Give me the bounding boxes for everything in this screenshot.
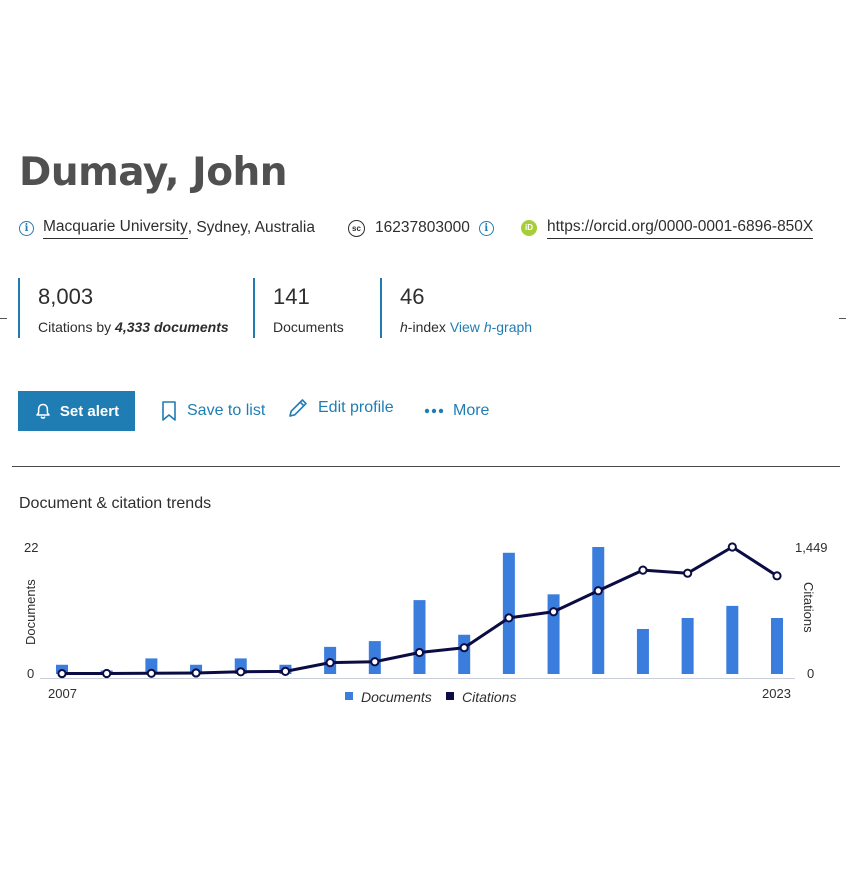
orcid-icon: iD xyxy=(521,220,537,236)
legend-citations-label: Citations xyxy=(462,689,516,705)
y-left-axis-label: Documents xyxy=(23,579,38,645)
documents-bar-2016[interactable] xyxy=(458,634,471,674)
citations-point-2020[interactable] xyxy=(638,565,648,575)
citations-point-2012[interactable] xyxy=(280,666,291,676)
save-to-list-label: Save to list xyxy=(187,402,266,419)
citations-point-2014[interactable] xyxy=(370,657,380,667)
trends-chart-svg: 22 0 1,449 0 Documents Citations 2007 20… xyxy=(23,540,828,705)
info-icon[interactable]: i xyxy=(19,220,34,236)
bookmark-icon xyxy=(162,401,176,421)
documents-bar-2023[interactable] xyxy=(771,618,783,674)
view-h-graph-link[interactable]: View h-graph xyxy=(449,319,533,335)
metrics-row: 8,003 Citations by 4,333 documents 141 D… xyxy=(0,278,846,340)
trends-chart: 22 0 1,449 0 Documents Citations 2007 20… xyxy=(0,530,846,720)
citations-point-2022[interactable] xyxy=(727,542,737,552)
h-index-metric: 46 h-index View h-graph xyxy=(380,278,532,338)
documents-bar-2020[interactable] xyxy=(636,628,649,674)
legend-documents-swatch xyxy=(345,692,353,700)
citations-point-2021[interactable] xyxy=(683,568,693,578)
y-right-tick-max: 1,449 xyxy=(795,540,828,555)
orcid-link[interactable]: https://orcid.org/0000-0001-6896-850X xyxy=(547,218,814,239)
edit-profile-label: Edit profile xyxy=(318,399,394,416)
info-icon[interactable]: i xyxy=(478,220,494,236)
trends-title: Document & citation trends xyxy=(19,495,212,512)
scopus-id-value: 16237803000 xyxy=(375,219,470,236)
more-dots-icon xyxy=(424,408,444,414)
more-label: More xyxy=(453,402,490,419)
citations-points xyxy=(57,542,782,679)
documents-bar-2022[interactable] xyxy=(726,605,739,674)
legend-documents-label: Documents xyxy=(361,689,432,705)
documents-metric[interactable]: 141 Documents xyxy=(253,278,344,338)
y-left-tick-min: 0 xyxy=(27,666,34,681)
y-left-tick-max: 22 xyxy=(24,540,38,555)
citations-point-2017[interactable] xyxy=(504,613,514,623)
citations-point-2013[interactable] xyxy=(325,658,335,668)
orcid: iD https://orcid.org/0000-0001-6896-850X xyxy=(521,217,814,239)
citations-point-2015[interactable] xyxy=(414,647,425,658)
edge-tick-right xyxy=(839,318,846,319)
scopus-id: sc 16237803000 i xyxy=(348,217,503,239)
scopus-id-icon: sc xyxy=(348,219,365,237)
bell-icon xyxy=(36,403,50,419)
affiliation-location: , Sydney, Australia xyxy=(187,219,315,236)
citations-label: Citations by 4,333 documents xyxy=(38,319,229,335)
more-button[interactable]: More xyxy=(424,396,489,426)
citations-point-2019[interactable] xyxy=(593,586,603,596)
set-alert-button[interactable]: Set alert xyxy=(18,391,135,431)
author-name: Dumay, John xyxy=(19,150,288,195)
citations-point-2018[interactable] xyxy=(548,607,559,617)
affiliation-link[interactable]: Macquarie University xyxy=(43,218,188,239)
citations-point-2007[interactable] xyxy=(57,668,67,679)
citations-point-2023[interactable] xyxy=(772,571,782,581)
x-tick-start: 2007 xyxy=(48,686,77,701)
documents-label: Documents xyxy=(273,319,344,335)
documents-bar-2018[interactable] xyxy=(547,594,560,674)
save-to-list-button[interactable]: Save to list xyxy=(160,396,265,426)
edit-profile-button[interactable]: Edit profile xyxy=(287,393,394,423)
h-index-value: 46 xyxy=(400,284,425,309)
affiliation: i Macquarie University , Sydney, Austral… xyxy=(19,217,315,239)
documents-count: 141 xyxy=(273,284,310,309)
documents-bar-2021[interactable] xyxy=(681,618,694,674)
h-index-label: h-index View h-graph xyxy=(400,319,533,335)
x-tick-end: 2023 xyxy=(762,686,791,701)
citations-point-2008[interactable] xyxy=(102,668,112,679)
citations-metric[interactable]: 8,003 Citations by 4,333 documents xyxy=(18,278,229,338)
citations-point-2009[interactable] xyxy=(146,668,156,678)
pencil-icon xyxy=(289,399,307,417)
edge-tick-left xyxy=(0,318,7,319)
y-right-tick-min: 0 xyxy=(807,666,814,681)
citations-point-2010[interactable] xyxy=(191,668,201,678)
chart-legend: Documents Citations xyxy=(345,689,516,705)
citations-count: 8,003 xyxy=(38,284,94,309)
section-divider xyxy=(12,466,840,467)
author-info-row: i Macquarie University , Sydney, Austral… xyxy=(19,217,839,241)
citations-point-2011[interactable] xyxy=(236,667,246,677)
documents-bar-2015[interactable] xyxy=(413,600,426,674)
y-right-axis-label: Citations xyxy=(801,582,816,633)
legend-citations-swatch xyxy=(446,692,454,700)
set-alert-label: Set alert xyxy=(59,402,120,420)
citations-point-2016[interactable] xyxy=(459,643,469,653)
documents-bar-2019[interactable] xyxy=(592,547,605,674)
